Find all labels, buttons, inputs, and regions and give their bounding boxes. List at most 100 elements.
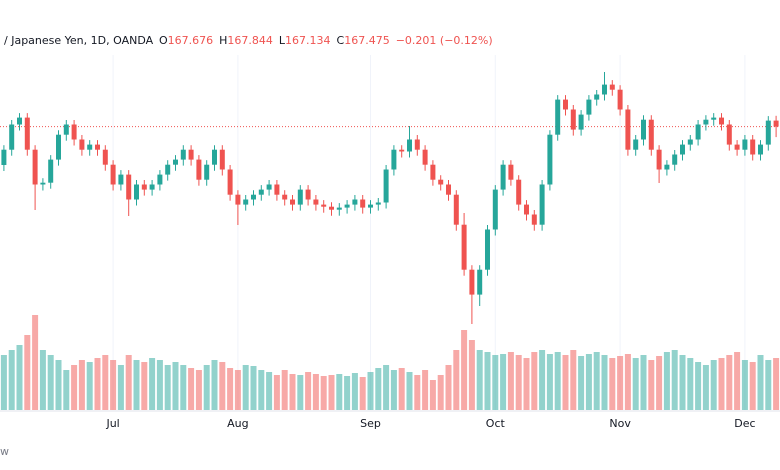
volume-bar — [437, 375, 444, 410]
candle-body — [87, 144, 93, 150]
x-tick-label: Nov — [609, 417, 631, 430]
volume-bar — [468, 340, 475, 410]
candle-body — [672, 154, 678, 165]
candle-body — [165, 164, 171, 175]
volume-bar — [531, 352, 538, 410]
candle-body — [578, 114, 584, 130]
volume-bar — [289, 374, 296, 410]
candle-body — [24, 117, 30, 150]
volume-bar — [539, 350, 546, 410]
volume-bar — [273, 375, 280, 410]
candle-body — [321, 204, 327, 207]
volume-bar — [336, 374, 343, 410]
candle-body — [703, 119, 709, 125]
volume-bar — [757, 355, 764, 410]
candle-body — [391, 149, 397, 170]
candle-body — [446, 184, 451, 195]
candle-body — [414, 139, 420, 150]
volume-bar — [55, 360, 62, 410]
symbol: / Japanese Yen, 1D, OANDA — [4, 34, 154, 47]
volume-bar — [562, 355, 569, 410]
candle-body — [430, 164, 436, 180]
candle-body — [40, 182, 46, 185]
candle-body — [180, 149, 186, 160]
candle-body — [251, 194, 256, 200]
candle-body — [695, 124, 701, 140]
volume-bar — [453, 350, 460, 410]
candle-body — [219, 149, 225, 170]
candle-body — [48, 159, 54, 183]
x-tick-label: Dec — [734, 417, 755, 430]
candle-body — [149, 184, 155, 190]
volume-bar — [125, 355, 132, 410]
volume-bar — [63, 370, 70, 410]
candle-body — [773, 120, 779, 127]
candle-body — [407, 139, 412, 152]
candle-body — [742, 139, 748, 150]
chart-header: / Japanese Yen, 1D, OANDA O167.676 H167.84… — [4, 34, 493, 47]
volume-bar — [156, 360, 163, 410]
ohlc-value: 167.676 — [168, 34, 214, 47]
candle-body — [274, 184, 280, 195]
candle-body — [360, 199, 366, 208]
candle-body — [126, 174, 132, 200]
volume-bar — [320, 376, 327, 410]
volume-bar — [149, 358, 156, 410]
candle-body — [227, 169, 233, 195]
candle-body — [656, 149, 662, 170]
candle-body — [141, 184, 147, 190]
candle-body — [102, 149, 108, 165]
volume-bar — [78, 360, 85, 410]
candle-body — [32, 149, 38, 185]
candle-body — [547, 134, 553, 185]
volume-bar — [648, 360, 655, 410]
candle-body — [258, 189, 264, 195]
candle-body — [477, 269, 483, 295]
volume-bar — [180, 365, 187, 410]
candle-body — [79, 139, 85, 150]
candle-body — [664, 164, 670, 170]
volume-bar — [671, 350, 678, 410]
candle-body — [719, 117, 724, 125]
volume-bar — [297, 375, 304, 410]
volume-bar — [585, 354, 592, 410]
candle-body — [204, 164, 210, 180]
candle-body — [297, 189, 303, 205]
volume-bar — [195, 370, 202, 410]
candle-body — [687, 139, 693, 145]
candle-body — [734, 144, 740, 150]
volume-bar — [734, 352, 741, 410]
candle-body — [485, 229, 490, 270]
volume-bar — [578, 356, 585, 410]
candle-body — [508, 164, 514, 180]
volume-bar — [422, 370, 429, 410]
candle-body — [352, 199, 358, 205]
candle-body — [726, 124, 732, 145]
volume-bar — [484, 352, 491, 410]
volume-bar — [640, 355, 647, 410]
candle-body — [422, 149, 428, 165]
volume-bar — [765, 360, 772, 410]
volume-bar — [110, 360, 117, 410]
volume-bar — [601, 355, 608, 410]
candle-body — [680, 144, 685, 155]
volume-bar — [726, 355, 733, 410]
volume-bar — [242, 365, 249, 410]
candle-body — [602, 84, 607, 95]
volume-bar — [593, 352, 600, 410]
ohlc-value: 167.475 — [344, 34, 390, 47]
volume-bar — [24, 335, 31, 410]
candle-body — [9, 124, 15, 150]
candle-body — [711, 117, 717, 120]
candle-body — [212, 149, 217, 165]
volume-bar — [32, 315, 39, 410]
candle-body — [570, 109, 576, 130]
candle-body — [633, 139, 639, 150]
candle-body — [438, 179, 444, 185]
volume-bar — [406, 372, 413, 410]
candle-body — [235, 194, 241, 205]
volume-bar — [383, 365, 390, 410]
volume-bar — [328, 375, 335, 410]
